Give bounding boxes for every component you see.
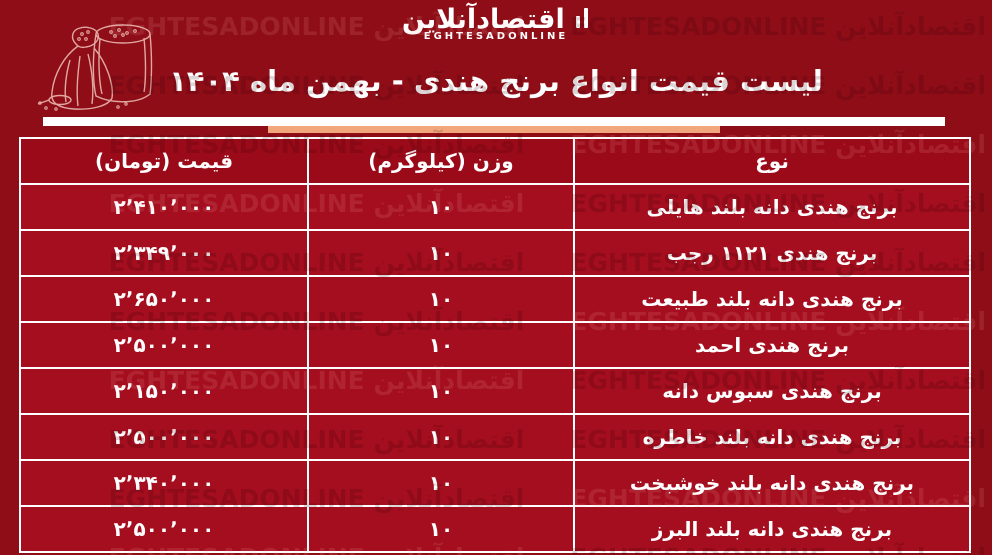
price-cell: ۲٬۳۴۰٬۰۰۰: [19, 459, 309, 507]
brand-name-en: EGHTESADONLINE: [423, 31, 569, 43]
price-cell: ۲٬۵۰۰٬۰۰۰: [19, 321, 309, 369]
table-row: برنج هندی احمد ۱۰ ۲٬۵۰۰٬۰۰۰: [19, 321, 971, 369]
table-row: برنج هندی دانه بلند هایلی ۱۰ ۲٬۴۱۰٬۰۰۰: [19, 183, 971, 231]
weight-cell: ۱۰: [307, 367, 575, 415]
table-row: برنج هندی ۱۱۲۱ رجب ۱۰ ۲٬۳۴۹٬۰۰۰: [19, 229, 971, 277]
weight-cell: ۱۰: [307, 229, 575, 277]
price-cell: ۲٬۳۴۹٬۰۰۰: [19, 229, 309, 277]
brand-logo-wordmark: اقتصادآنلاین: [388, 4, 604, 35]
logo-bar-icon: [576, 16, 581, 28]
weight-cell: ۱۰: [307, 413, 575, 461]
rice-bags-illustration: [37, 24, 153, 111]
rice-type-cell: برنج هندی ۱۱۲۱ رجب: [573, 229, 971, 277]
table-row: برنج هندی سبوس دانه ۱۰ ۲٬۱۵۰٬۰۰۰: [19, 367, 971, 415]
divider-bar-white: [43, 117, 945, 126]
rice-price-table: نوع وزن (کیلوگرم) قیمت (تومان) برنج هندی…: [19, 137, 971, 553]
table-row: برنج هندی دانه بلند خوشبخت ۱۰ ۲٬۳۴۰٬۰۰۰: [19, 459, 971, 507]
rice-type-cell: برنج هندی دانه بلند البرز: [573, 505, 971, 553]
price-cell: ۲٬۵۰۰٬۰۰۰: [19, 413, 309, 461]
rice-type-cell: برنج هندی دانه بلند خاطره: [573, 413, 971, 461]
rice-type-cell: برنج هندی دانه بلند هایلی: [573, 183, 971, 231]
table-row: برنج هندی دانه بلند خاطره ۱۰ ۲٬۵۰۰٬۰۰۰: [19, 413, 971, 461]
column-header-price: قیمت (تومان): [19, 137, 309, 185]
rice-type-cell: برنج هندی احمد: [573, 321, 971, 369]
brand-logo: اقتصادآنلاین EGHTESADONLINE: [0, 4, 992, 43]
weight-cell: ۱۰: [307, 459, 575, 507]
page-title: لیست قیمت انواع برنج هندی - بهمن ماه ۱۴۰…: [169, 64, 823, 98]
price-cell: ۲٬۶۵۰٬۰۰۰: [19, 275, 309, 323]
weight-cell: ۱۰: [307, 275, 575, 323]
weight-cell: ۱۰: [307, 505, 575, 553]
rice-type-cell: برنج هندی سبوس دانه: [573, 367, 971, 415]
table-header-row: نوع وزن (کیلوگرم) قیمت (تومان): [19, 137, 971, 185]
logo-bar-icon: [584, 8, 589, 28]
weight-cell: ۱۰: [307, 183, 575, 231]
price-cell: ۲٬۵۰۰٬۰۰۰: [19, 505, 309, 553]
table-row: برنج هندی دانه بلند البرز ۱۰ ۲٬۵۰۰٬۰۰۰: [19, 505, 971, 553]
column-header-weight: وزن (کیلوگرم): [307, 137, 575, 185]
divider-bar-salmon: [268, 126, 720, 133]
column-header-type: نوع: [573, 137, 971, 185]
rice-type-cell: برنج هندی دانه بلند طبیعت: [573, 275, 971, 323]
rice-type-cell: برنج هندی دانه بلند خوشبخت: [573, 459, 971, 507]
brand-name-fa: اقتصادآنلاین: [401, 4, 565, 35]
weight-cell: ۱۰: [307, 321, 575, 369]
table-row: برنج هندی دانه بلند طبیعت ۱۰ ۲٬۶۵۰٬۰۰۰: [19, 275, 971, 323]
price-cell: ۲٬۴۱۰٬۰۰۰: [19, 183, 309, 231]
price-cell: ۲٬۱۵۰٬۰۰۰: [19, 367, 309, 415]
